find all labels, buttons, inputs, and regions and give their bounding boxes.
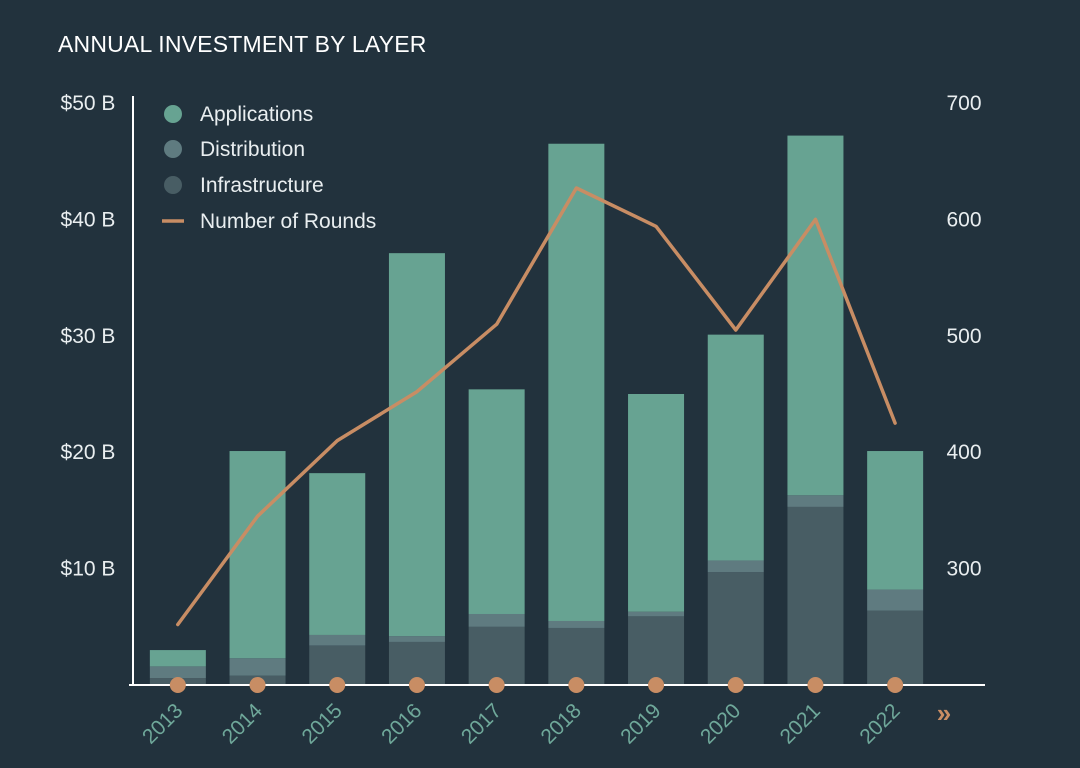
bar-infrastructure-2019: [628, 616, 685, 685]
legend-swatch-applications: [164, 105, 182, 123]
y-right-tick-label: 600: [946, 208, 981, 231]
x-axis-marker: [807, 677, 824, 693]
x-tick-label: 2014: [218, 699, 268, 749]
more-years-indicator: »: [937, 698, 951, 728]
x-axis-marker: [648, 677, 665, 693]
x-tick-label: 2016: [377, 699, 426, 748]
bar-infrastructure-2017: [468, 626, 525, 685]
bar-distribution-2021: [787, 495, 844, 507]
legend-swatch-distribution: [164, 140, 182, 158]
bar-infrastructure-2021: [787, 506, 844, 685]
bar-applications-2019: [628, 394, 685, 612]
x-tick-label: 2015: [297, 699, 346, 748]
x-tick-label: 2013: [138, 699, 187, 748]
x-tick-label: 2020: [696, 699, 745, 748]
bar-distribution-2015: [309, 634, 366, 646]
y-left-tick-label: $30 B: [61, 325, 116, 348]
rounds-line: [176, 186, 897, 627]
legend: Applications Distribution Infrastructure Nu…: [162, 103, 376, 233]
x-axis-marker: [249, 677, 266, 693]
x-axis-layer: 2013 2014 2015 2016 2017 2018 2019 2020 2021 2022…: [129, 677, 985, 749]
x-axis-marker: [568, 677, 585, 693]
bar-applications-2016: [388, 253, 445, 637]
x-tick-label: 2018: [537, 699, 586, 748]
legend-label: Infrastructure: [200, 174, 324, 197]
y-left-tick-label: $50 B: [61, 92, 116, 115]
bar-distribution-2017: [468, 613, 525, 627]
x-axis-marker: [169, 677, 186, 693]
bar-infrastructure-2022: [867, 610, 924, 685]
y-left-tick-label: $10 B: [61, 558, 116, 581]
y-left-tick-label: $20 B: [61, 441, 116, 464]
legend-label: Distribution: [200, 138, 305, 161]
bar-applications-2020: [707, 334, 764, 561]
bar-distribution-2019: [628, 611, 685, 617]
bar-distribution-2014: [229, 658, 286, 676]
rounds-line-layer: [176, 186, 897, 627]
bar-distribution-2013: [149, 666, 206, 679]
bar-applications-2018: [548, 143, 605, 621]
x-axis-marker: [727, 677, 744, 693]
y-right-tick-label: 300: [946, 558, 981, 581]
y-right-tick-label: 400: [946, 441, 981, 464]
x-tick-label: 2019: [616, 699, 665, 748]
bar-distribution-2016: [388, 636, 445, 642]
chart-title: ANNUAL INVESTMENT BY LAYER: [58, 31, 427, 57]
y-right-tick-label: 500: [946, 325, 981, 348]
bar-applications-2013: [149, 650, 206, 667]
bar-distribution-2018: [548, 620, 605, 628]
y-left-tick-label: $40 B: [61, 208, 116, 231]
x-axis-marker: [408, 677, 425, 693]
x-tick-label: 2017: [457, 699, 506, 748]
x-axis-marker: [329, 677, 346, 693]
bar-applications-2021: [787, 135, 844, 496]
bar-distribution-2020: [707, 560, 764, 573]
x-axis-marker: [488, 677, 505, 693]
y-right-tick-label: 700: [946, 92, 981, 115]
x-axis-marker: [887, 677, 904, 693]
bar-applications-2017: [468, 389, 525, 614]
x-tick-label: 2021: [776, 699, 825, 748]
bar-applications-2015: [309, 473, 366, 635]
bar-infrastructure-2018: [548, 627, 605, 685]
bar-distribution-2022: [867, 589, 924, 611]
axes-layer: $10 B $20 B $30 B $40 B $50 B 300 400 500 600 700: [61, 92, 982, 685]
bars-layer: [149, 135, 924, 685]
legend-swatch-infrastructure: [164, 176, 182, 194]
bar-applications-2022: [867, 451, 924, 590]
legend-label: Number of Rounds: [200, 210, 376, 233]
x-tick-label: 2022: [855, 699, 904, 748]
bar-applications-2014: [229, 451, 286, 659]
legend-label: Applications: [200, 103, 313, 126]
bar-infrastructure-2020: [707, 572, 764, 685]
